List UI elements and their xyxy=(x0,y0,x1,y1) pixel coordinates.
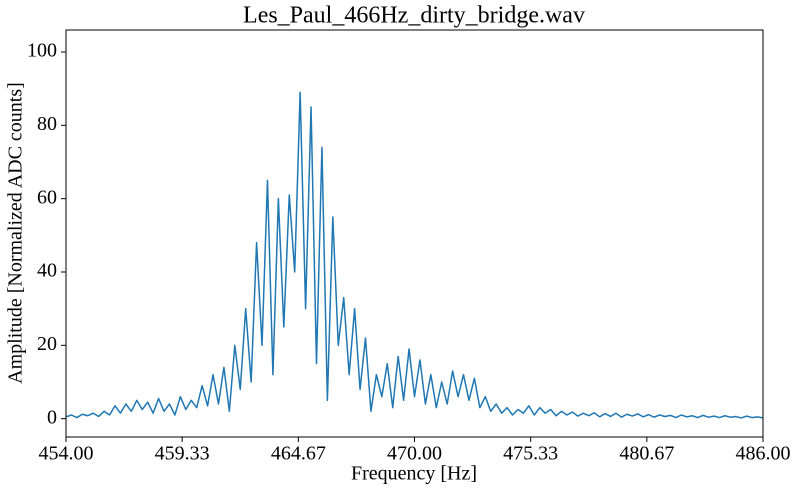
y-tick-label: 80 xyxy=(37,113,57,135)
x-tick-label: 459.33 xyxy=(155,443,210,465)
plot-area: 0 20 40 60 80 100 454.00 459.33 464.67 470.00 475.… xyxy=(27,40,791,465)
y-tick-label: 40 xyxy=(37,260,57,282)
y-tick-label: 60 xyxy=(37,186,57,208)
data-line xyxy=(65,91,764,419)
y-axis-label: Amplitude [Normalized ADC counts] xyxy=(5,82,27,384)
x-axis-label: Frequency [Hz] xyxy=(351,463,477,485)
y-tick-label: 100 xyxy=(27,40,57,62)
chart-title: Les_Paul_466Hz_dirty_bridge.wav xyxy=(243,3,585,29)
y-tick-label: 20 xyxy=(37,333,57,355)
x-tick-label: 480.67 xyxy=(619,443,674,465)
x-tick-label: 486.00 xyxy=(736,443,791,465)
x-tick-label: 470.00 xyxy=(387,443,442,465)
y-tick-label: 0 xyxy=(47,406,57,428)
x-tick-label: 464.67 xyxy=(271,443,326,465)
x-tick-label: 454.00 xyxy=(39,443,94,465)
axes-frame xyxy=(65,29,764,438)
x-tick-label: 475.33 xyxy=(503,443,558,465)
